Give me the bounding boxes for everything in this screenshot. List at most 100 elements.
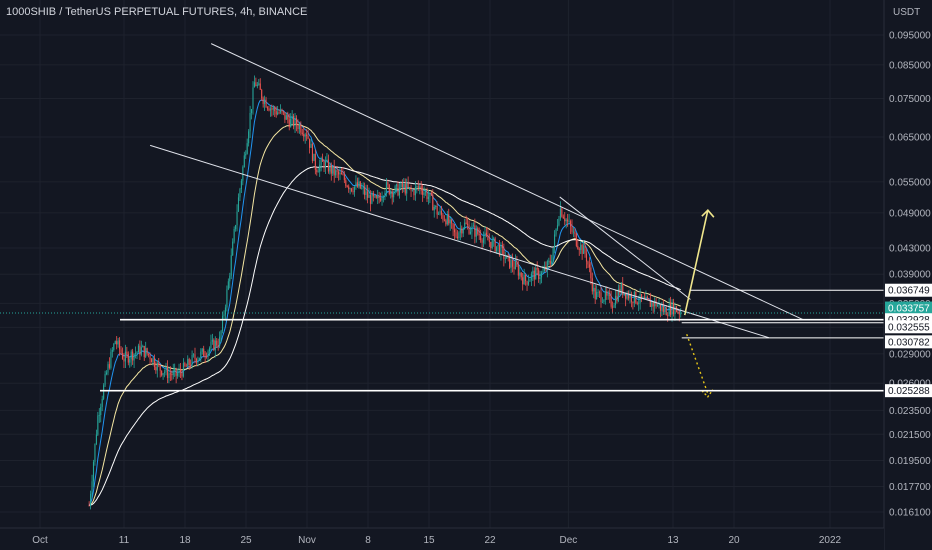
- candle-body: [356, 182, 358, 187]
- candle-body: [304, 134, 306, 137]
- y-tick-label: 0.075000: [889, 94, 931, 105]
- candle-body: [311, 143, 313, 161]
- time-axis-panel[interactable]: [0, 528, 884, 550]
- x-tick-label: Oct: [32, 535, 48, 546]
- candle-body: [404, 183, 406, 194]
- candle-body: [97, 415, 99, 435]
- candle-body: [490, 241, 492, 249]
- price-label-text: 0.036749: [888, 286, 930, 297]
- candle-body: [516, 261, 518, 266]
- candle-body: [194, 354, 196, 359]
- candle-body: [536, 267, 538, 270]
- candle-body: [467, 223, 469, 225]
- price-label-box: [885, 335, 932, 349]
- candle-body: [259, 83, 261, 90]
- candle-body: [152, 358, 154, 363]
- price-labels: 0.0367490.03375703:10:210.0329280.032555…: [885, 283, 932, 398]
- candle-body: [664, 308, 666, 313]
- candle-body: [185, 365, 187, 367]
- y-tick-label: 0.043000: [889, 244, 931, 255]
- candle-body: [398, 187, 400, 196]
- ema-slow-line: [89, 165, 681, 506]
- candle-body: [633, 291, 635, 303]
- candle-body: [352, 191, 354, 193]
- candle-body: [511, 260, 514, 267]
- candle-body: [561, 208, 563, 217]
- candle-body: [216, 340, 218, 346]
- candle-body: [146, 348, 148, 354]
- candle-body: [336, 170, 338, 172]
- candle-body: [295, 118, 298, 126]
- candle-body: [636, 302, 638, 304]
- price-label-box: [885, 320, 932, 334]
- candle-body: [111, 350, 113, 352]
- candle-body: [575, 233, 577, 246]
- candle-body: [562, 216, 564, 219]
- candle-body: [671, 302, 673, 315]
- candle-body: [455, 232, 457, 237]
- candle-body: [565, 219, 567, 222]
- candle-body: [159, 365, 161, 371]
- candle-body: [481, 240, 483, 243]
- candle-body: [453, 229, 456, 233]
- candle-body: [236, 211, 238, 226]
- candle-body: [219, 336, 221, 347]
- candle-body: [416, 186, 418, 188]
- candle-body: [166, 366, 168, 379]
- candle-body: [588, 264, 590, 268]
- candle-body: [577, 245, 579, 249]
- currency-label: USDT: [893, 7, 920, 18]
- x-tick-label: 25: [240, 535, 252, 546]
- candle-body: [117, 340, 119, 345]
- candle-body: [271, 108, 273, 110]
- y-tick-label: 0.039000: [889, 270, 931, 281]
- y-tick-label: 0.055000: [889, 177, 931, 188]
- candle-body: [548, 260, 550, 262]
- candle-body: [642, 297, 644, 299]
- candle-body: [572, 231, 574, 233]
- candle-body: [436, 205, 438, 215]
- candle-body: [136, 352, 138, 353]
- candle-body: [665, 308, 667, 316]
- candle-body: [596, 292, 598, 300]
- candle-body: [150, 359, 153, 363]
- price-axis-panel[interactable]: [884, 0, 932, 550]
- candle-body: [339, 172, 341, 175]
- candle-body: [580, 244, 582, 251]
- candle-body: [403, 183, 405, 187]
- candle-body: [246, 143, 248, 154]
- candle-body: [474, 225, 476, 237]
- candle-body: [620, 283, 622, 294]
- candle-body: [574, 231, 576, 234]
- candle-body: [384, 192, 386, 197]
- candle-body: [277, 112, 279, 115]
- candle-body: [101, 398, 103, 407]
- candle-body: [92, 462, 95, 482]
- candle-body: [249, 112, 251, 132]
- candle-body: [661, 306, 663, 311]
- candle-body: [440, 210, 443, 215]
- candle-body: [224, 307, 226, 315]
- candle-body: [388, 184, 390, 195]
- breakdown-arrow-down: [686, 333, 709, 394]
- price-label-box: [885, 384, 932, 398]
- candle-body: [324, 160, 327, 169]
- candle-body: [177, 373, 179, 376]
- candle-body: [188, 359, 190, 365]
- x-tick-label: 11: [119, 535, 130, 546]
- candle-body: [614, 295, 617, 305]
- candle-body: [380, 198, 382, 201]
- candle-body: [382, 196, 385, 198]
- candle-body: [540, 272, 543, 278]
- candle-body: [123, 358, 125, 362]
- candle-body: [110, 351, 112, 368]
- candle-body: [578, 248, 580, 251]
- candle-body: [381, 197, 383, 201]
- candle-body: [327, 159, 329, 172]
- candle-body: [532, 270, 534, 274]
- candle-body: [598, 291, 601, 293]
- candle-body: [525, 274, 527, 282]
- candle-body: [178, 369, 180, 374]
- candle-body: [326, 159, 328, 161]
